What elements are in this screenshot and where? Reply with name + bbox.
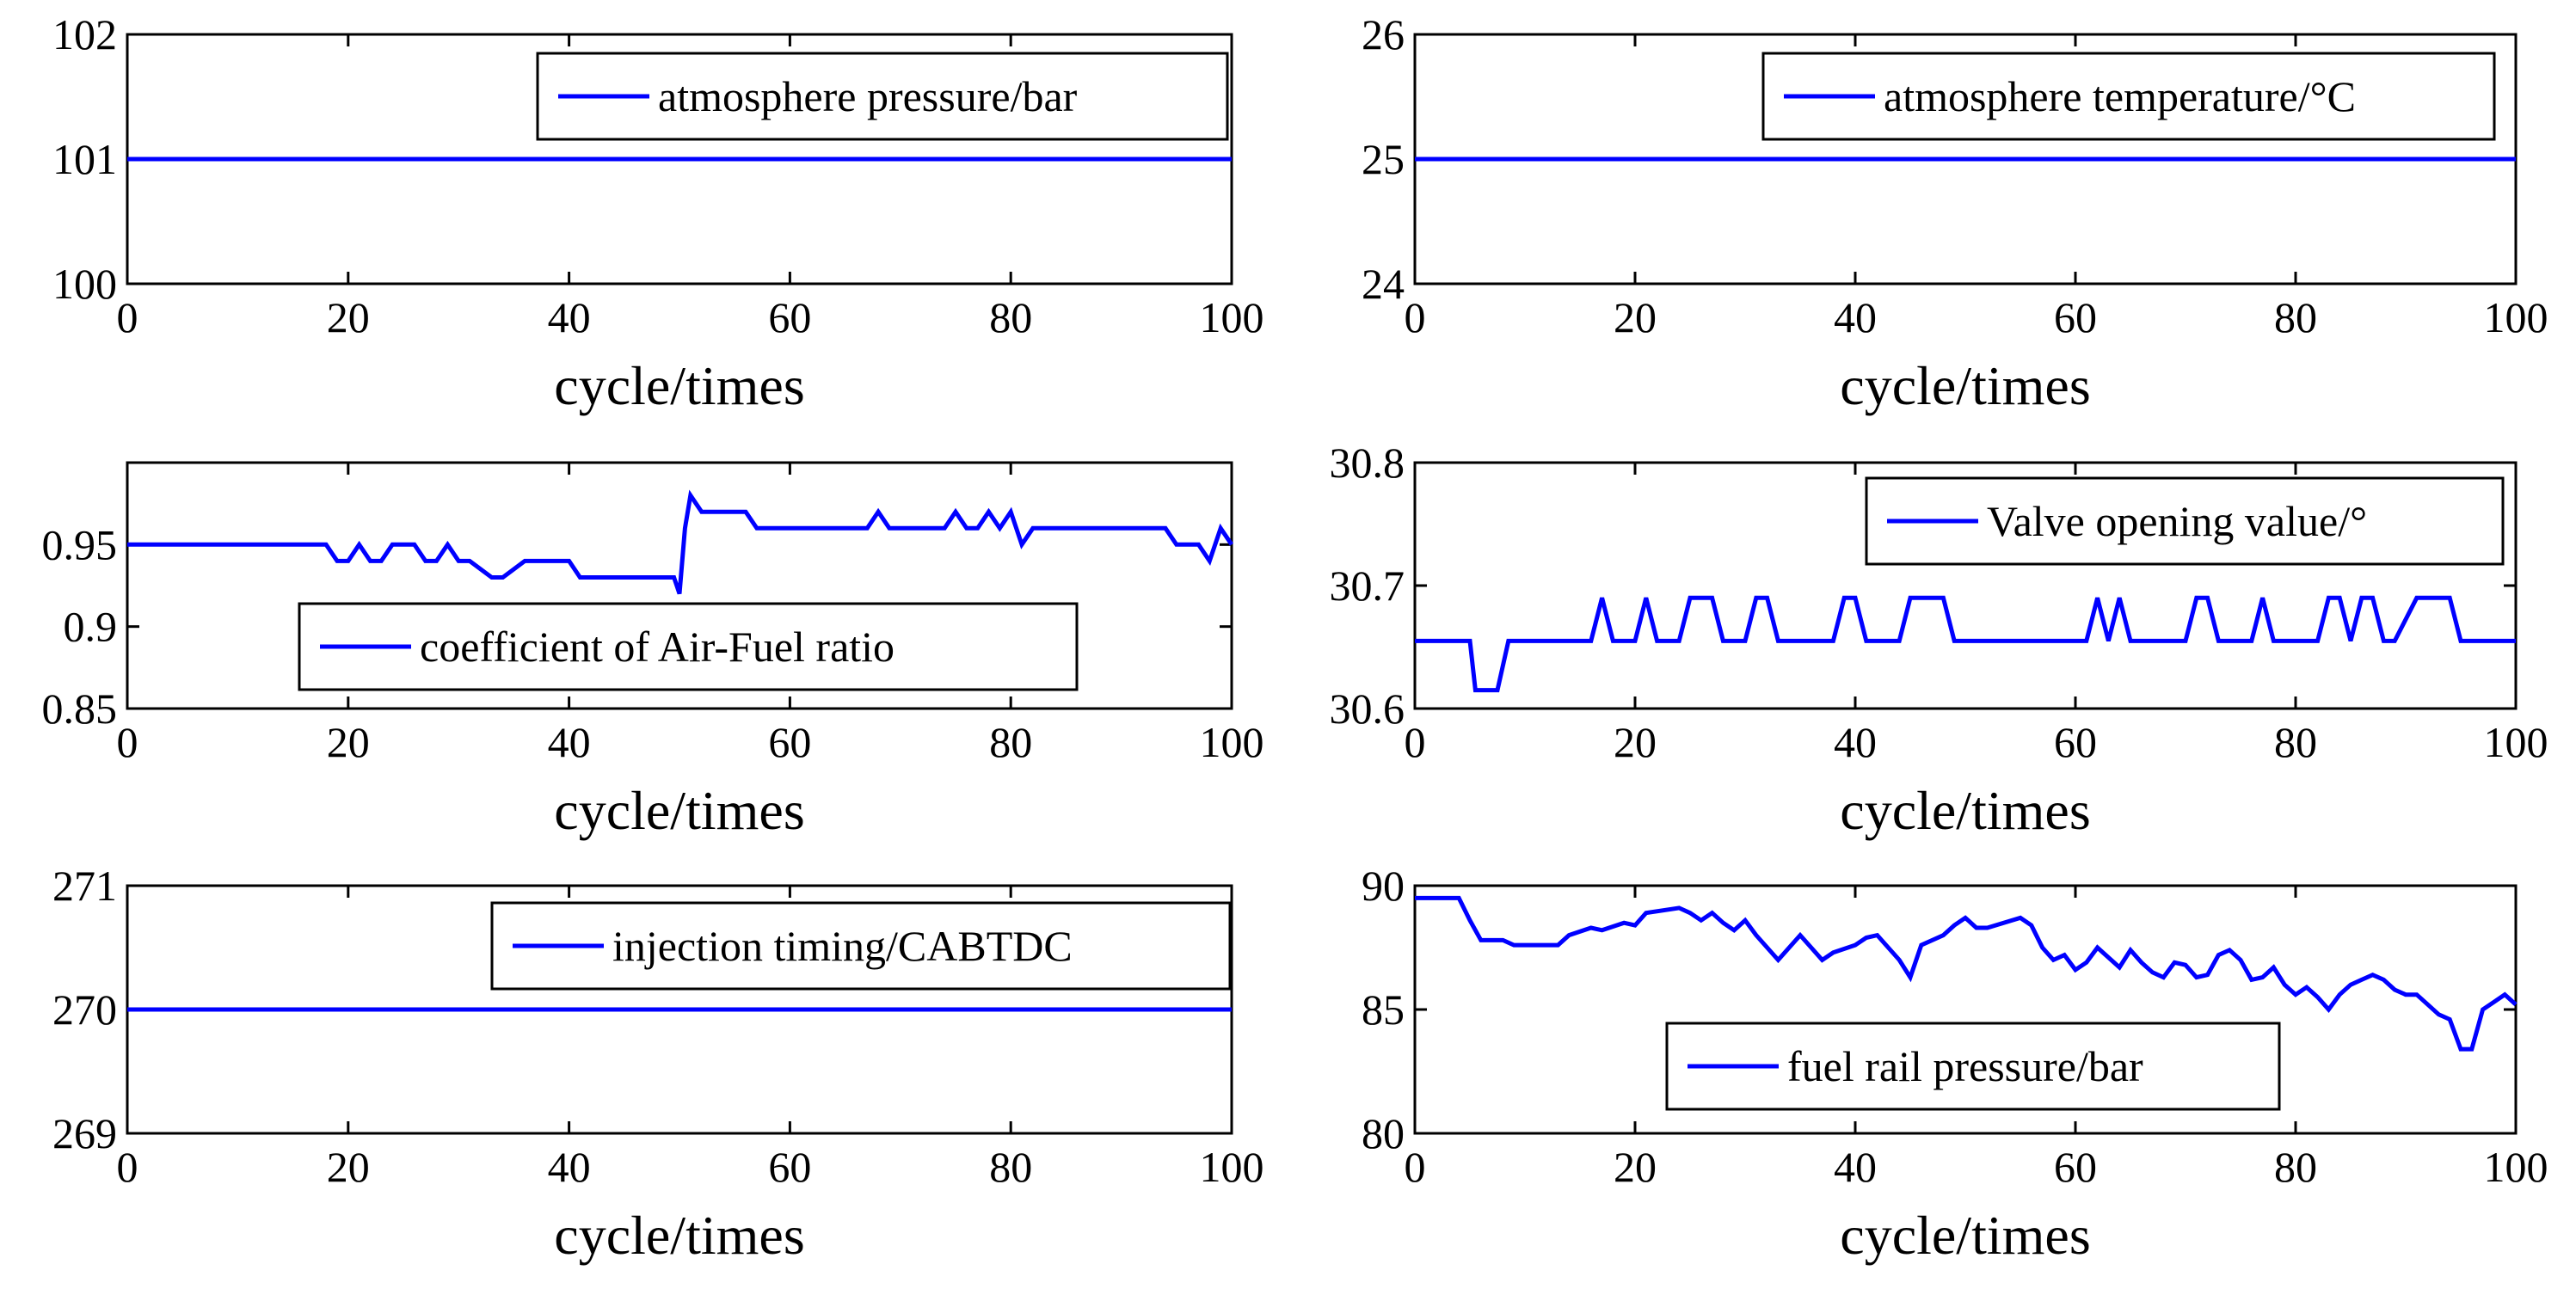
y-tick-label: 80: [1362, 1109, 1405, 1157]
y-tick-label: 100: [52, 260, 117, 308]
x-tick-label: 60: [2054, 1143, 2097, 1191]
y-tick-label: 102: [52, 10, 117, 58]
legend-box: [298, 602, 1079, 691]
subplot-3: 0 20 40 60 80 100 0.85 0.9 0.95 cycle/times coeffi…: [42, 461, 1264, 841]
x-tick-label: 80: [989, 718, 1032, 766]
x-axis-label: cycle/times: [1840, 355, 2090, 416]
x-tick-label: 0: [117, 293, 138, 341]
y-tick-label: 30.7: [1330, 562, 1405, 610]
x-tick-label: 20: [327, 293, 370, 341]
x-tick-label: 100: [2484, 293, 2548, 341]
legend-label: atmosphere temperature/°C: [1884, 72, 2356, 120]
x-tick-label: 20: [327, 718, 370, 766]
legend-label: fuel rail pressure/bar: [1787, 1042, 2143, 1090]
x-tick-label: 80: [2274, 718, 2317, 766]
x-tick-label: 40: [1834, 293, 1877, 341]
x-tick-label: 100: [1200, 293, 1264, 341]
x-tick-label: 0: [1405, 1143, 1426, 1191]
y-tick-label: 24: [1362, 260, 1405, 308]
legend-box: [490, 901, 1232, 991]
legend: coefficient of Air-Fuel ratio: [298, 602, 1079, 691]
x-tick-label: 60: [768, 1143, 811, 1191]
x-tick-label: 20: [1614, 293, 1657, 341]
y-tick-label: 0.95: [42, 520, 118, 568]
x-axis-label: cycle/times: [554, 355, 804, 416]
x-tick-label: 20: [1614, 1143, 1657, 1191]
subplot-1: 0 20 40 60 80 100 100 101 102 cycle/times atmosphe…: [52, 10, 1264, 416]
legend-label: injection timing/CABTDC: [612, 922, 1073, 970]
y-tick-label: 25: [1362, 135, 1405, 183]
x-tick-label: 80: [2274, 293, 2317, 341]
legend-box: [1761, 52, 2496, 141]
y-tick-label: 30.8: [1330, 439, 1405, 487]
x-tick-label: 0: [117, 718, 138, 766]
y-tick-label: 85: [1362, 985, 1405, 1034]
x-tick-label: 40: [548, 718, 591, 766]
subplot-4: 0 20 40 60 80 100 30.6 30.7 30.8 cycle/times Valve…: [1330, 439, 2548, 841]
x-tick-label: 80: [989, 293, 1032, 341]
subplot-2: 0 20 40 60 80 100 24 25 26 cycle/times atmosphere …: [1362, 10, 2548, 416]
x-axis-label: cycle/times: [554, 1205, 804, 1266]
subplot-5: 0 20 40 60 80 100 269 270 271 cycle/times injectio…: [52, 862, 1264, 1266]
y-tick-label: 101: [52, 135, 117, 183]
x-tick-label: 40: [1834, 718, 1877, 766]
x-tick-label: 60: [768, 293, 811, 341]
axes-frame: [126, 461, 1233, 710]
legend-label: atmosphere pressure/bar: [658, 72, 1078, 120]
x-tick-label: 80: [989, 1143, 1032, 1191]
x-axis-label: cycle/times: [1840, 780, 2090, 841]
series-line: [127, 489, 1234, 595]
x-tick-label: 0: [1405, 718, 1426, 766]
legend-label: Valve opening value/°: [1987, 497, 2367, 545]
x-tick-label: 100: [1200, 1143, 1264, 1191]
x-axis-label: cycle/times: [1840, 1205, 2090, 1266]
y-tick-label: 271: [52, 862, 117, 910]
legend: injection timing/CABTDC: [490, 901, 1232, 991]
series-line: [1415, 895, 2518, 1052]
x-tick-label: 80: [2274, 1143, 2317, 1191]
x-tick-label: 20: [1614, 718, 1657, 766]
series-line: [1415, 595, 2516, 693]
y-tick-label: 269: [52, 1109, 117, 1157]
legend: atmosphere pressure/bar: [536, 52, 1229, 141]
x-tick-label: 0: [1405, 293, 1426, 341]
y-tick-label: 0.9: [64, 603, 118, 651]
y-tick-label: 30.6: [1330, 684, 1405, 733]
x-tick-label: 100: [2484, 1143, 2548, 1191]
x-tick-label: 20: [327, 1143, 370, 1191]
x-tick-label: 60: [2054, 293, 2097, 341]
x-tick-label: 40: [548, 293, 591, 341]
subplot-6: 0 20 40 60 80 100 80 85 90 cycle/times fuel rail p…: [1362, 862, 2548, 1266]
legend-box: [536, 52, 1229, 141]
y-tick-label: 90: [1362, 862, 1405, 910]
y-tick-label: 0.85: [42, 684, 118, 733]
legend-label: coefficient of Air-Fuel ratio: [420, 623, 895, 671]
legend: fuel rail pressure/bar: [1665, 1022, 2281, 1111]
x-tick-label: 0: [117, 1143, 138, 1191]
x-tick-label: 60: [2054, 718, 2097, 766]
x-axis-label: cycle/times: [554, 780, 804, 841]
x-tick-label: 60: [768, 718, 811, 766]
x-tick-label: 100: [1200, 718, 1264, 766]
legend: Valve opening value/°: [1865, 476, 2505, 566]
x-tick-label: 100: [2484, 718, 2548, 766]
x-tick-label: 40: [1834, 1143, 1877, 1191]
y-tick-label: 270: [52, 985, 117, 1034]
x-tick-label: 40: [548, 1143, 591, 1191]
y-tick-label: 26: [1362, 10, 1405, 58]
legend: atmosphere temperature/°C: [1761, 52, 2496, 141]
